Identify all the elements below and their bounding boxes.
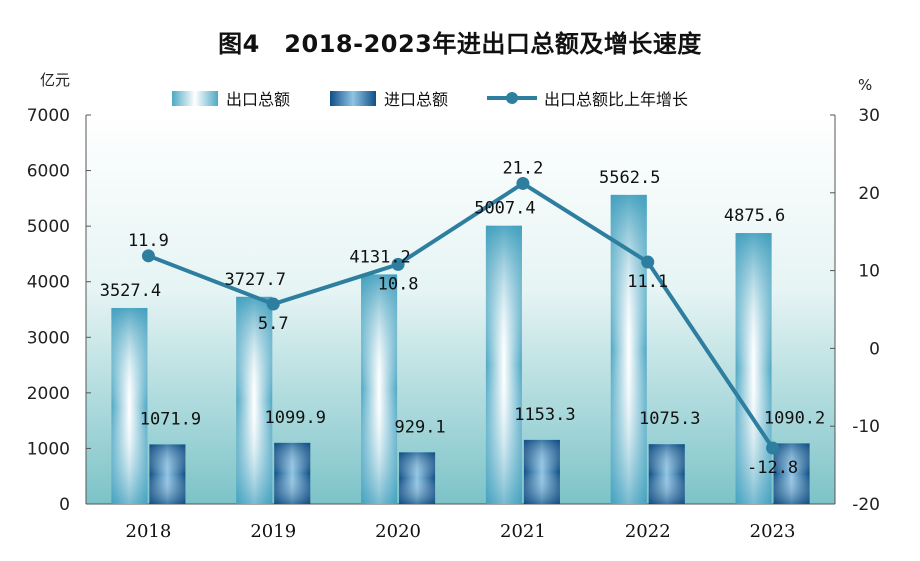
export-bar-shade	[735, 233, 772, 504]
legend-label-import: 进口总额	[384, 90, 448, 109]
left-tick-label: 5000	[27, 217, 70, 237]
left-tick-label: 4000	[27, 273, 70, 293]
growth-point	[266, 297, 280, 311]
export-value-label: 5007.4	[474, 199, 535, 219]
export-bar-shade	[236, 296, 273, 504]
growth-point	[391, 257, 405, 271]
export-bar-shade	[361, 274, 398, 504]
export-value-label: 5562.5	[599, 168, 660, 188]
right-tick-label: -20	[852, 495, 880, 515]
import-value-label: 1099.9	[265, 408, 326, 428]
legend-swatch-marker	[506, 92, 518, 104]
right-tick-label: 10	[858, 262, 880, 282]
left-tick-label: 2000	[27, 384, 70, 404]
import-value-label: 1090.2	[764, 408, 825, 428]
growth-value-label: 11.9	[128, 231, 169, 251]
import-bar-shade	[648, 444, 685, 504]
left-tick-label: 0	[59, 495, 70, 515]
x-tick-label: 2021	[500, 521, 546, 542]
right-tick-label: 30	[858, 106, 880, 126]
import-bar-shade	[523, 439, 560, 504]
right-tick-label: 20	[858, 184, 880, 204]
export-value-label: 3727.7	[225, 270, 286, 290]
right-axis-unit: %	[858, 76, 872, 94]
growth-value-label: 21.2	[502, 158, 543, 178]
growth-point	[141, 249, 155, 263]
left-axis-ticks: 0 1000 2000 3000 4000 5000 6000 7000	[27, 106, 91, 515]
growth-line	[141, 176, 780, 455]
growth-point	[766, 441, 780, 455]
x-tick-label: 2020	[375, 521, 421, 542]
export-value-label: 4875.6	[724, 206, 785, 226]
data-labels: 3527.4 3727.7 4131.2 5007.4 5562.5 4875.6 1071…	[100, 158, 826, 478]
right-tick-label: 0	[869, 339, 880, 359]
x-tick-label: 2022	[625, 521, 671, 542]
left-tick-label: 7000	[27, 106, 70, 126]
left-tick-label: 3000	[27, 328, 70, 348]
left-axis-unit: 亿元	[40, 71, 70, 89]
left-tick-label: 1000	[27, 439, 70, 459]
export-bar-shade	[111, 307, 148, 504]
import-value-label: 1071.9	[140, 409, 201, 429]
import-bars	[149, 439, 810, 504]
x-tick-label: 2019	[250, 521, 296, 542]
growth-point	[516, 176, 530, 190]
import-value-label: 1075.3	[639, 409, 700, 429]
legend: 出口总额 进口总额 出口总额比上年增长	[172, 90, 688, 109]
x-axis-ticks: 2018 2019 2020 2021 2022 2023	[126, 521, 796, 542]
x-tick-label: 2018	[126, 521, 172, 542]
import-value-label: 1153.3	[514, 405, 575, 425]
left-tick-label: 6000	[27, 162, 70, 182]
import-bar-shade	[399, 452, 436, 504]
export-bars	[111, 194, 772, 505]
right-tick-label: -10	[852, 417, 880, 437]
import-bar-shade	[274, 442, 311, 504]
legend-label-export: 出口总额	[226, 90, 290, 109]
growth-value-label: -12.8	[747, 458, 798, 478]
growth-value-label: 11.1	[627, 272, 668, 292]
x-tick-label: 2023	[750, 521, 796, 542]
export-bar-shade	[610, 194, 647, 505]
import-bar-shade	[149, 444, 186, 504]
chart-title: 图4 2018-2023年进出口总额及增长速度	[218, 30, 702, 58]
growth-value-label: 10.8	[378, 274, 419, 294]
export-bar-shade	[485, 225, 522, 504]
import-bar-shade	[773, 443, 810, 504]
legend-swatch-import	[330, 91, 376, 106]
plot-background	[86, 115, 835, 504]
growth-value-label: 5.7	[258, 314, 289, 334]
right-axis-ticks: -20 -10 0 10 20 30	[830, 106, 880, 515]
growth-point	[641, 255, 655, 269]
import-value-label: 929.1	[394, 417, 445, 437]
legend-label-growth: 出口总额比上年增长	[544, 90, 688, 109]
legend-swatch-export	[172, 91, 218, 106]
export-value-label: 3527.4	[100, 281, 161, 301]
growth-polyline	[147, 181, 775, 450]
export-value-label: 4131.2	[349, 247, 410, 267]
